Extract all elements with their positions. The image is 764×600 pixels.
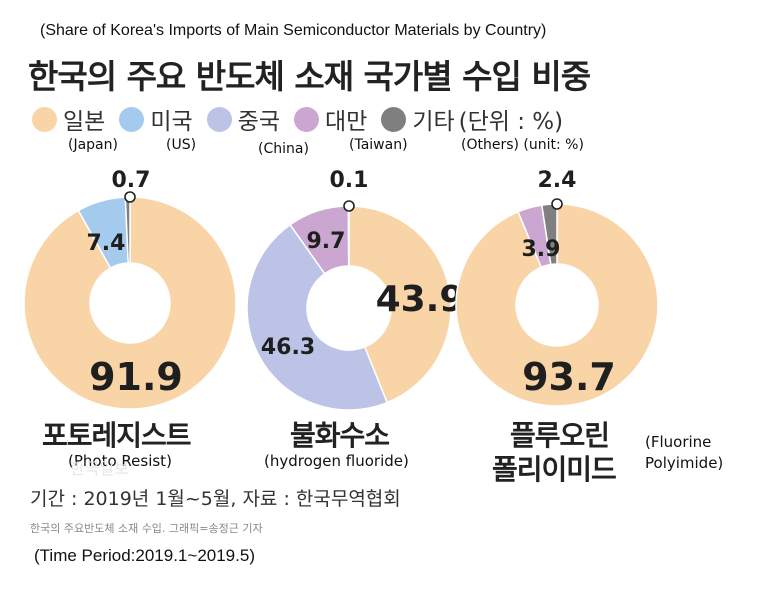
legend-en-japan: (Japan) [68, 137, 118, 153]
category-hydrogen-fluoride: 불화수소 [290, 419, 390, 452]
legend-label-china: 중국 [237, 109, 280, 135]
legend-label-japan: 일본 [63, 109, 106, 135]
legend-label-taiwan: 대만 [324, 109, 368, 135]
value-label-us: 7.4 [87, 231, 126, 256]
value-label-others: 0.1 [330, 168, 369, 193]
legend-en-others-text: (Others) [461, 137, 519, 153]
value-label-japan: 93.7 [522, 355, 616, 399]
watermark: 한국일보 [70, 459, 129, 478]
category-en-fluorine-line1: (Fluorine [645, 433, 712, 451]
legend-swatch-china [206, 106, 232, 132]
slice-china [246, 223, 389, 411]
legend: 일본 미국 중국 대만 기타 (단위 : %) [32, 102, 577, 136]
legend-swatch-taiwan [293, 106, 319, 132]
value-label-others: 2.4 [538, 168, 577, 193]
slice-others [347, 205, 350, 267]
legend-item-china: 중국 [206, 102, 280, 136]
unit-label: (단위 : %) [458, 109, 564, 135]
small-slice-marker [551, 198, 563, 210]
value-label-japan: 43.9 [376, 279, 465, 320]
slice-japan [455, 203, 659, 407]
legend-swatch-japan [32, 106, 57, 132]
period-english: (Time Period:2019.1~2019.5) [34, 546, 255, 565]
value-label-china: 46.3 [261, 335, 315, 360]
unit-en: (unit: %) [523, 137, 584, 153]
value-label-japan: 91.9 [89, 355, 183, 399]
category-polyimide-line2: 폴리이미드 [492, 453, 617, 486]
category-en-polyimide-line2: Polyimide) [645, 454, 724, 472]
korean-title: 한국의 주요 반도체 소재 국가별 수입 비중 [28, 57, 591, 96]
legend-en-taiwan: (Taiwan) [349, 137, 408, 153]
value-label-others: 0.7 [112, 168, 151, 193]
category-en-hydrogen-fluoride: (hydrogen fluoride) [264, 452, 409, 470]
slice-japan [348, 205, 452, 404]
graphic-credit: 한국의 주요반도체 소재 수입. 그래픽=송정근 기자 [30, 522, 263, 535]
small-slice-marker [343, 200, 355, 212]
legend-en-china: (China) [258, 141, 309, 157]
value-label-taiwan: 9.7 [307, 229, 346, 254]
category-photo-resist: 포토레지스트 [42, 419, 192, 452]
legend-item-taiwan: 대만 [293, 102, 368, 136]
legend-swatch-others [381, 106, 407, 132]
legend-item-others: 기타 (단위 : %) [381, 102, 563, 136]
category-en-photo-resist: (Photo Resist) [68, 452, 172, 470]
donut-fluorine-polyimide: 93.7 3.9 2.4 [455, 168, 659, 407]
donut-hydrogen-fluoride: 43.9 46.3 9.7 0.1 [246, 168, 465, 411]
donut-photo-resist: 91.9 7.4 0.7 [23, 168, 237, 410]
legend-item-japan: 일본 [32, 102, 105, 136]
slice-japan [23, 196, 237, 410]
donut-charts: 91.9 7.4 0.7 43.9 46.3 9.7 0.1 93.7 3.9 2.4 [23, 168, 659, 411]
legend-en-us: (US) [166, 137, 197, 153]
legend-en-others: (Others) (unit: %) [461, 137, 584, 153]
period-source: 기간 : 2019년 1월~5월, 자료 : 한국무역협회 [30, 488, 401, 510]
small-slice-marker [124, 191, 136, 203]
legend-label-others: 기타 [412, 109, 455, 135]
category-fluorine-line1: 플루오린 [510, 419, 610, 452]
legend-swatch-us [119, 106, 145, 132]
english-title: (Share of Korea's Imports of Main Semico… [40, 22, 547, 39]
legend-item-us: 미국 [119, 102, 193, 136]
legend-label-us: 미국 [150, 109, 193, 135]
slice-others [540, 203, 558, 266]
value-label-taiwan: 3.9 [522, 237, 561, 262]
